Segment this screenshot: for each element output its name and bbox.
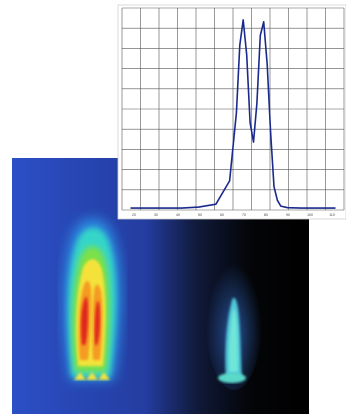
- chart-grid: [121, 7, 345, 211]
- x-tick-label: 80: [264, 213, 268, 217]
- spectrum-series-line: [130, 19, 336, 209]
- blue-flame-photo: [206, 250, 262, 390]
- chart-background: [117, 4, 346, 220]
- x-tick-label: 40: [176, 213, 180, 217]
- spectrum-chart: 20 30 40 50 60 70 80 90 100 110: [117, 4, 346, 220]
- x-tick-labels: 20 30 40 50 60 70 80 90 100 110: [132, 213, 335, 217]
- x-tick-label: 100: [307, 213, 313, 217]
- x-tick-label: 110: [329, 213, 335, 217]
- x-tick-label: 50: [198, 213, 202, 217]
- thermal-flame-map: [63, 218, 122, 380]
- x-tick-label: 90: [286, 213, 290, 217]
- x-tick-label: 30: [154, 213, 158, 217]
- x-tick-label: 20: [132, 213, 136, 217]
- x-tick-label: 70: [242, 213, 246, 217]
- x-tick-label: 60: [220, 213, 224, 217]
